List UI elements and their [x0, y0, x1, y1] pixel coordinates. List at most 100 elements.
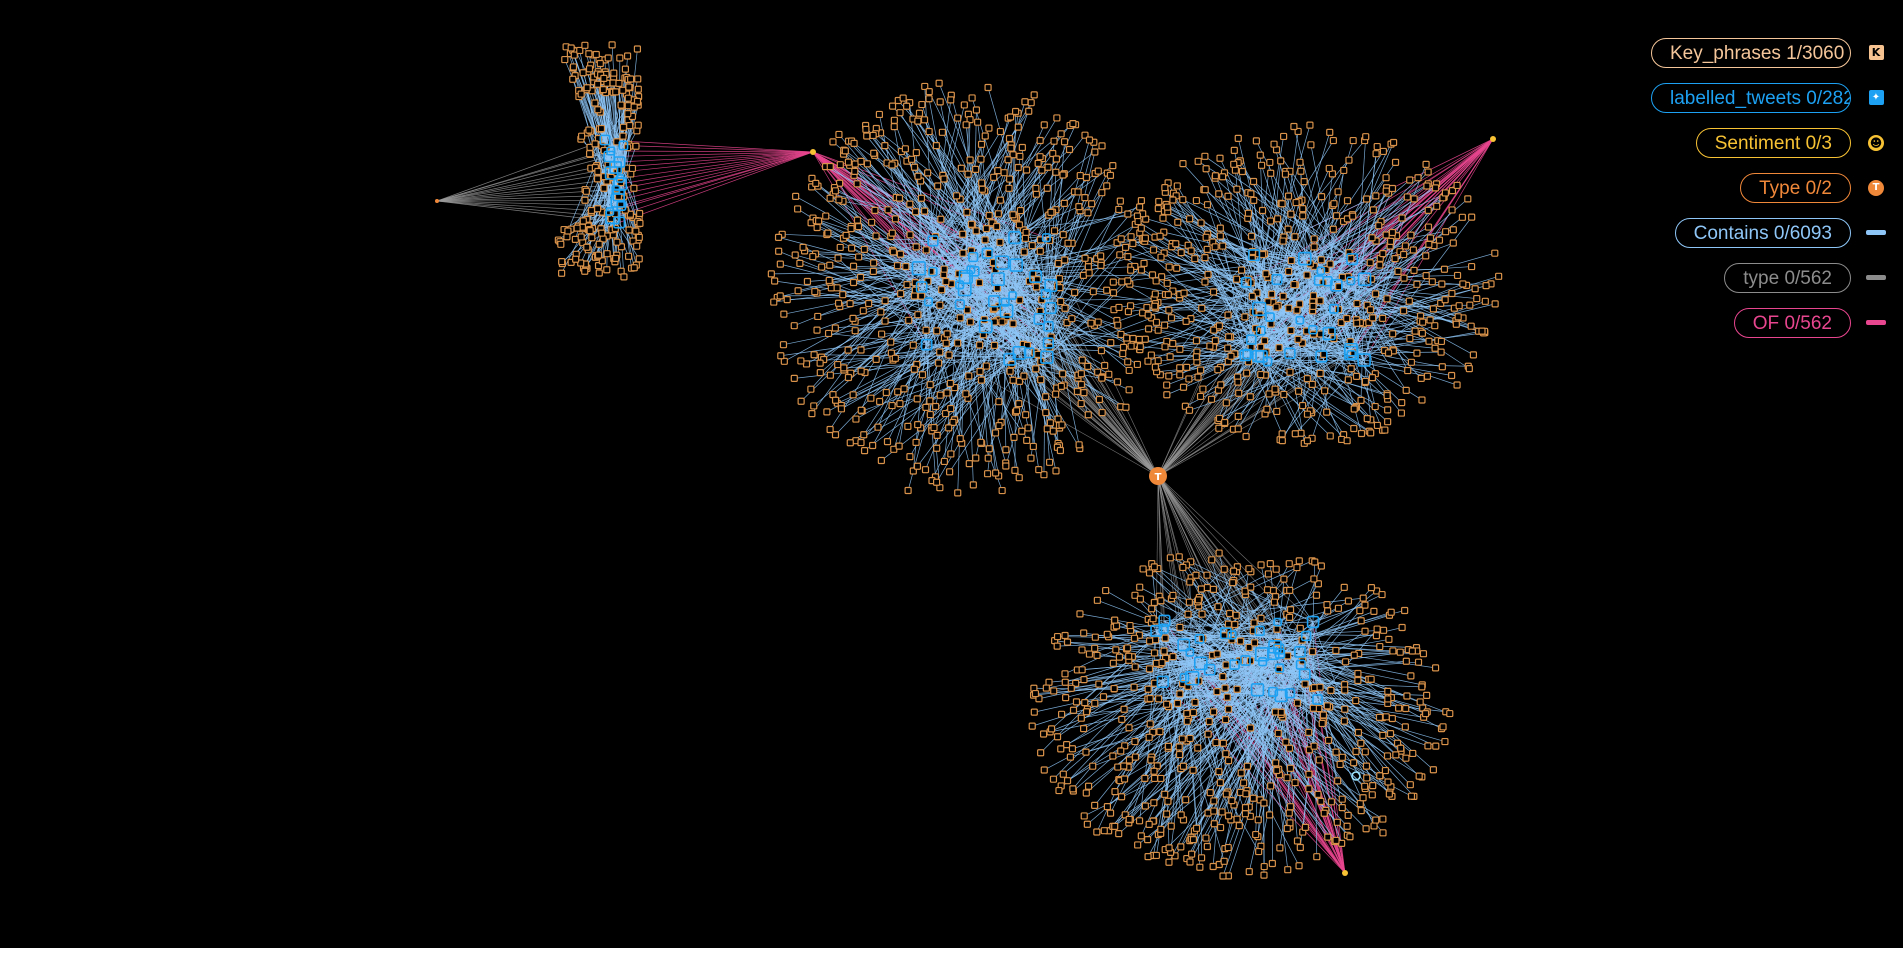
key-phrase-node[interactable]: [1224, 344, 1232, 352]
key-phrase-node[interactable]: [918, 100, 926, 109]
key-phrase-node[interactable]: [1429, 766, 1437, 774]
key-phrase-node[interactable]: [1391, 255, 1399, 263]
key-phrase-node[interactable]: [1189, 766, 1197, 774]
key-phrase-node[interactable]: [1192, 196, 1200, 205]
key-phrase-node[interactable]: [1131, 663, 1139, 671]
key-phrase-node[interactable]: [1246, 393, 1254, 401]
key-phrase-node[interactable]: [1064, 239, 1072, 247]
key-phrase-node[interactable]: [1210, 820, 1218, 828]
key-phrase-node[interactable]: [1435, 236, 1444, 244]
key-phrase-node[interactable]: [1202, 233, 1210, 241]
sentiment-node-2[interactable]: [1342, 870, 1348, 876]
key-phrase-node[interactable]: [914, 311, 922, 319]
key-phrase-node[interactable]: [1141, 335, 1149, 343]
key-phrase-node[interactable]: [869, 131, 877, 140]
key-phrase-node[interactable]: [1211, 337, 1219, 345]
key-phrase-node[interactable]: [1000, 169, 1008, 177]
key-phrase-node[interactable]: [1077, 380, 1086, 389]
key-phrase-node[interactable]: [905, 316, 913, 324]
tweet-node[interactable]: [981, 247, 993, 259]
key-phrase-node[interactable]: [1144, 357, 1152, 365]
legend-pill-sentiment[interactable]: Sentiment 0/3: [1695, 127, 1851, 158]
key-phrase-node[interactable]: [1222, 750, 1230, 758]
key-phrase-node[interactable]: [1224, 812, 1233, 820]
key-phrase-node[interactable]: [1384, 695, 1392, 703]
key-phrase-node[interactable]: [1111, 822, 1119, 830]
tweet-node[interactable]: [1308, 325, 1318, 335]
key-phrase-node[interactable]: [902, 262, 910, 271]
key-phrase-node[interactable]: [1097, 252, 1105, 260]
key-phrase-node[interactable]: [1324, 736, 1333, 745]
key-phrase-node[interactable]: [1194, 596, 1202, 604]
key-phrase-node[interactable]: [1072, 698, 1081, 706]
key-phrase-node[interactable]: [1077, 370, 1085, 378]
tweet-node[interactable]: [1357, 272, 1372, 286]
key-phrase-node[interactable]: [1495, 272, 1503, 280]
key-phrase-node[interactable]: [1120, 762, 1128, 770]
tweet-node[interactable]: [603, 150, 616, 163]
key-phrase-node[interactable]: [936, 348, 944, 356]
key-phrase-node[interactable]: [922, 246, 930, 254]
key-phrase-node[interactable]: [775, 247, 783, 255]
key-phrase-node[interactable]: [799, 243, 807, 251]
key-phrase-node[interactable]: [1055, 274, 1063, 283]
key-phrase-node[interactable]: [797, 357, 805, 365]
key-phrase-node[interactable]: [1399, 307, 1408, 315]
key-phrase-node[interactable]: [1214, 366, 1222, 374]
key-phrase-node[interactable]: [1027, 454, 1035, 462]
key-phrase-node[interactable]: [933, 444, 941, 452]
key-phrase-node[interactable]: [783, 296, 791, 304]
key-phrase-node[interactable]: [1404, 366, 1412, 375]
key-phrase-node[interactable]: [1471, 285, 1479, 293]
key-phrase-node[interactable]: [1350, 759, 1358, 767]
key-phrase-node[interactable]: [1361, 748, 1369, 756]
key-phrase-node[interactable]: [1157, 253, 1165, 261]
key-phrase-node[interactable]: [835, 196, 843, 204]
key-phrase-node[interactable]: [1286, 606, 1295, 614]
key-phrase-node[interactable]: [1403, 692, 1411, 700]
tweet-node[interactable]: [978, 319, 993, 334]
key-phrase-node[interactable]: [1136, 583, 1144, 591]
key-phrase-node[interactable]: [1231, 620, 1239, 629]
key-phrase-node[interactable]: [1127, 342, 1135, 350]
key-phrase-node[interactable]: [1241, 810, 1249, 818]
key-phrase-node[interactable]: [1455, 302, 1463, 310]
key-phrase-node[interactable]: [1326, 260, 1334, 268]
key-phrase-node[interactable]: [1180, 289, 1188, 297]
key-phrase-node[interactable]: [1010, 433, 1018, 442]
key-phrase-node[interactable]: [984, 454, 992, 462]
key-phrase-node[interactable]: [794, 287, 802, 295]
key-phrase-node[interactable]: [613, 238, 621, 246]
tweet-node[interactable]: [1248, 249, 1261, 262]
legend-pill-contains[interactable]: Contains 0/6093: [1674, 217, 1851, 248]
key-phrase-node[interactable]: [1197, 585, 1205, 593]
key-phrase-node[interactable]: [582, 187, 590, 195]
legend-pill-key-phrases[interactable]: Key_phrases 1/3060: [1651, 37, 1851, 68]
key-phrase-node[interactable]: [1224, 757, 1233, 765]
key-phrase-node[interactable]: [1247, 190, 1255, 198]
key-phrase-node[interactable]: [1423, 182, 1431, 190]
key-phrase-node[interactable]: [1243, 369, 1251, 377]
key-phrase-node[interactable]: [862, 125, 870, 133]
key-phrase-node[interactable]: [1237, 266, 1246, 274]
key-phrase-node[interactable]: [868, 218, 876, 226]
key-phrase-node[interactable]: [1082, 748, 1090, 756]
key-phrase-node[interactable]: [910, 365, 918, 373]
key-phrase-node[interactable]: [1376, 261, 1384, 269]
key-phrase-node[interactable]: [1043, 425, 1051, 433]
key-phrase-node[interactable]: [910, 163, 919, 171]
key-phrase-node[interactable]: [1406, 781, 1414, 789]
key-phrase-node[interactable]: [1049, 775, 1058, 783]
key-phrase-node[interactable]: [790, 322, 798, 330]
key-phrase-node[interactable]: [1163, 203, 1171, 211]
key-phrase-node[interactable]: [1344, 597, 1353, 605]
key-phrase-node[interactable]: [1379, 626, 1388, 634]
key-phrase-node[interactable]: [1448, 206, 1456, 214]
key-phrase-node[interactable]: [1356, 607, 1364, 615]
key-phrase-node[interactable]: [1118, 715, 1126, 723]
key-phrase-node[interactable]: [1219, 673, 1227, 681]
key-phrase-node[interactable]: [1371, 402, 1379, 411]
key-phrase-node[interactable]: [557, 240, 565, 248]
key-phrase-node[interactable]: [1373, 142, 1381, 151]
key-phrase-node[interactable]: [1163, 810, 1171, 818]
